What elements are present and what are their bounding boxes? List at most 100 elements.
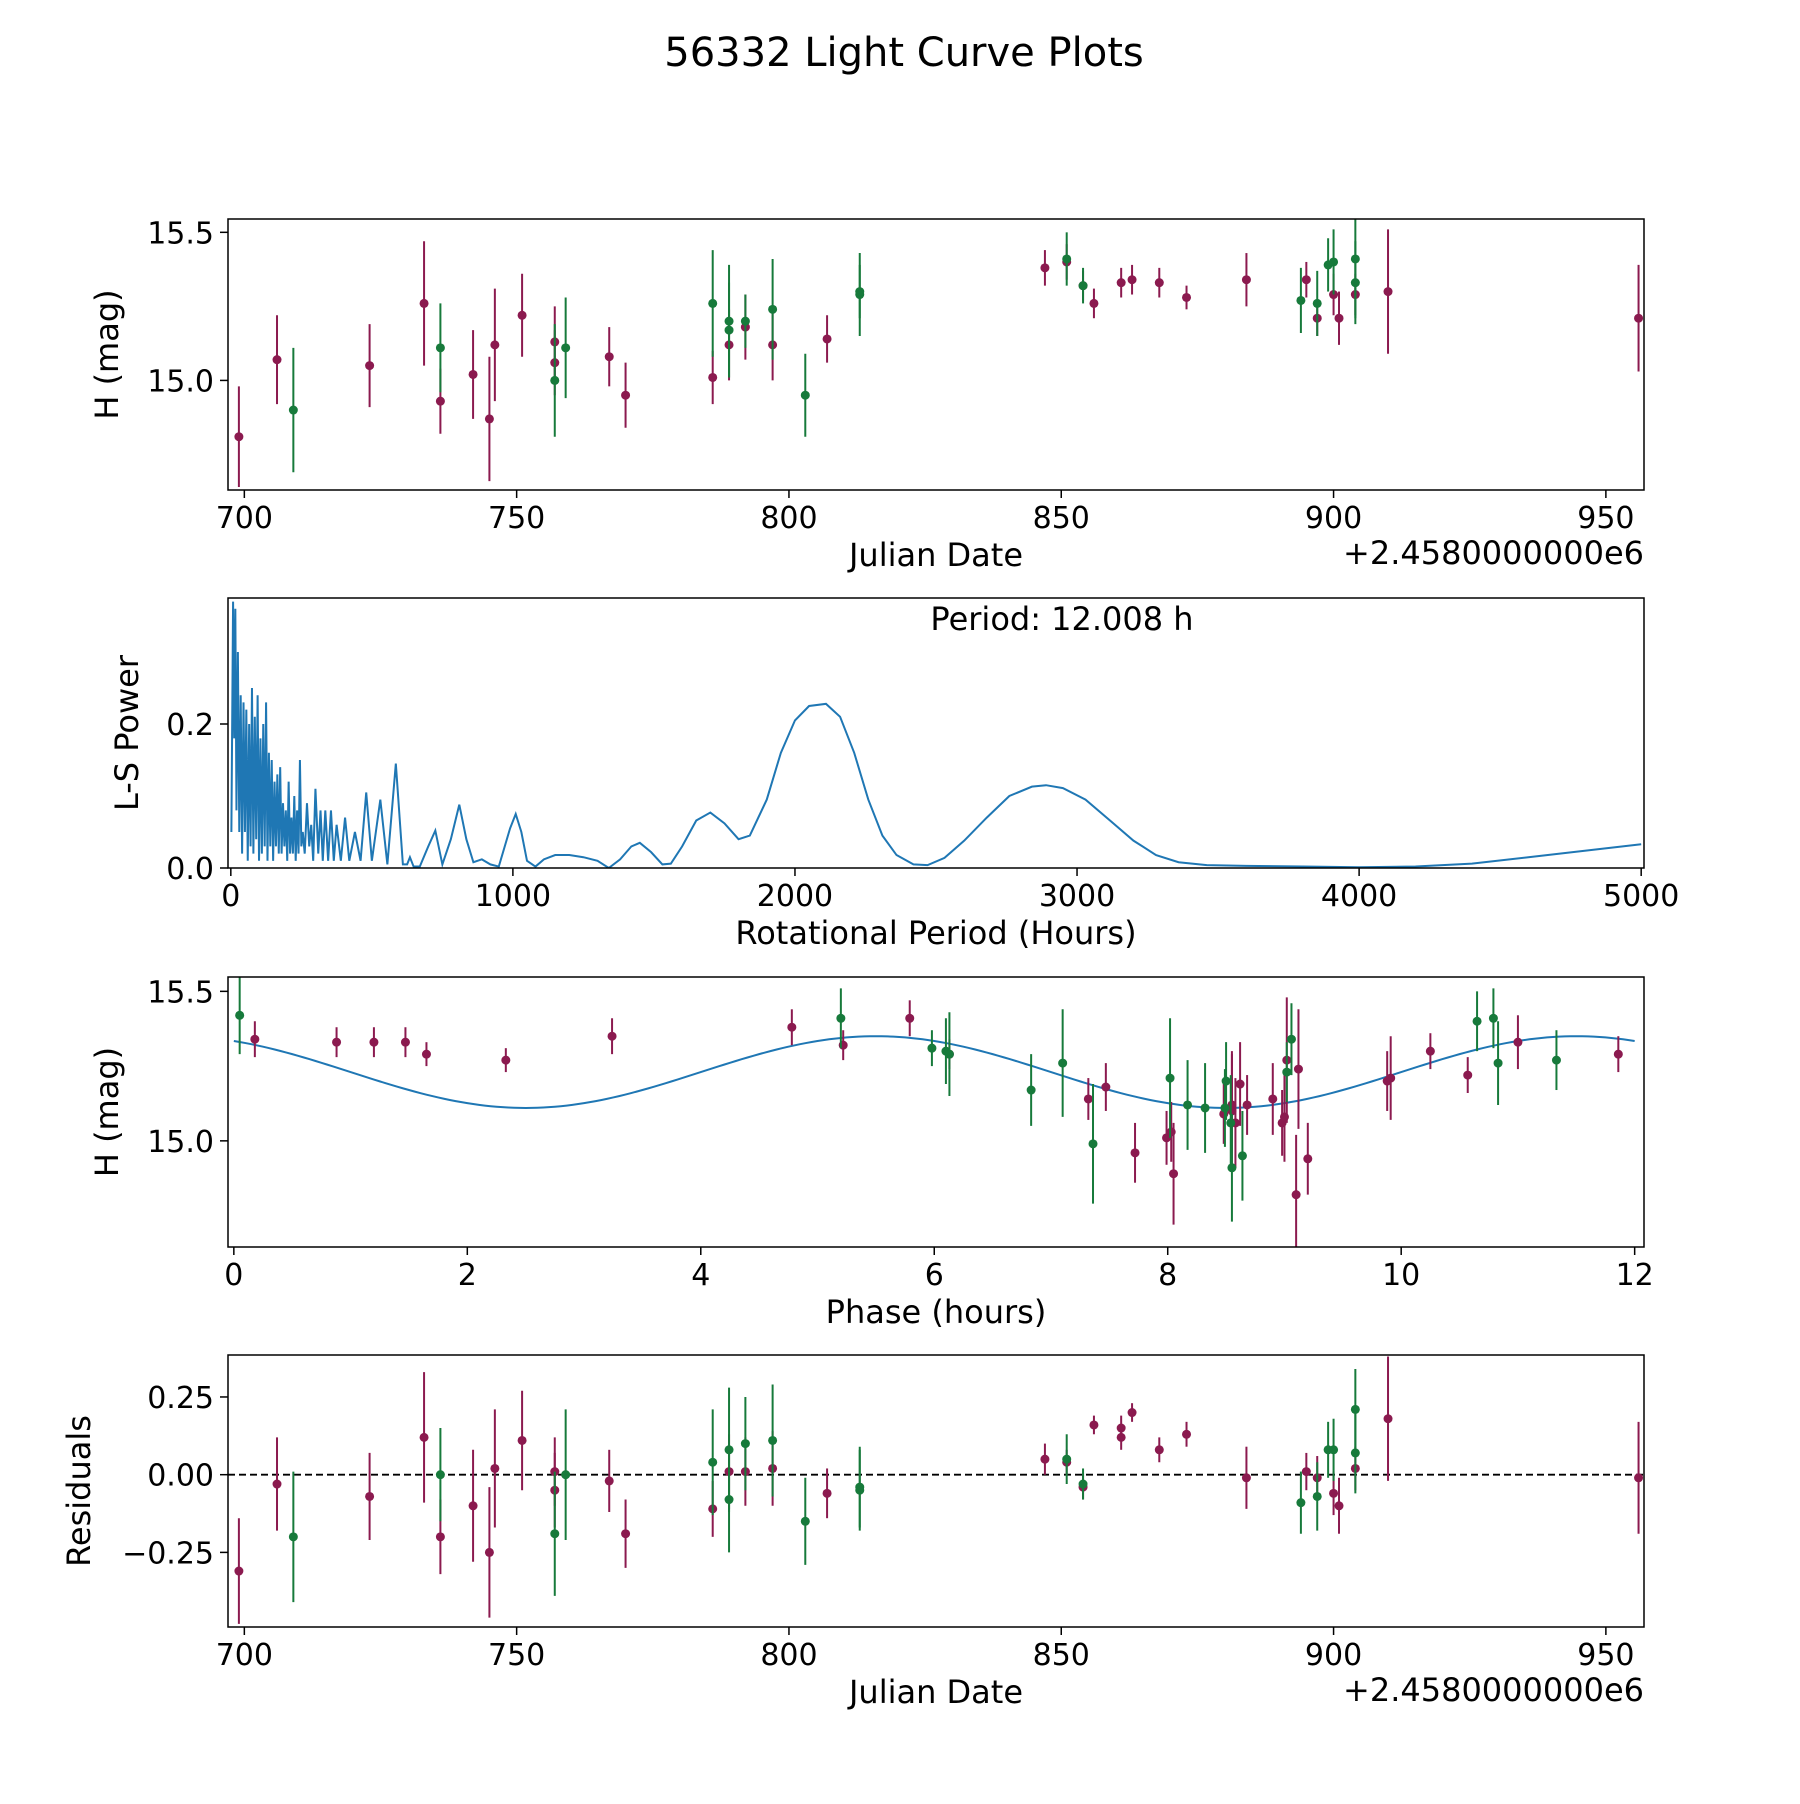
phased-point-green (1221, 1076, 1231, 1086)
phased-point-green (1220, 1103, 1230, 1113)
lightcurve-point-red (419, 298, 429, 308)
residuals-point-green (561, 1470, 571, 1480)
phased-point-red (905, 1013, 915, 1023)
lightcurve-point-green (561, 343, 571, 353)
lightcurve-point-red (822, 334, 832, 344)
lightcurve-point-green (708, 298, 718, 308)
lightcurve-point-red (490, 340, 500, 350)
phased-point-red (1463, 1070, 1473, 1080)
residuals-point-red (1127, 1408, 1137, 1418)
lightcurve-point-green (768, 304, 778, 314)
phased-point-red (1083, 1094, 1093, 1104)
lightcurve-offset-text: +2.4580000000e6 (1343, 534, 1644, 572)
residuals-xlabel: Julian Date (847, 1673, 1023, 1711)
lightcurve-point-red (1241, 275, 1251, 285)
lightcurve-frame (227, 218, 1645, 491)
phased-xtick-label: 2 (458, 1258, 477, 1293)
phased-point-red (400, 1037, 410, 1047)
lightcurve-point-red (234, 432, 244, 442)
residuals-ytick-label: 0.25 (147, 1381, 214, 1416)
lightcurve-point-red (435, 396, 445, 406)
lightcurve-ylabel: H (mag) (88, 289, 126, 419)
lightcurve-point-red (517, 310, 527, 320)
residuals-xtick-label: 700 (216, 1638, 273, 1673)
residuals-ytick-label: 0.00 (147, 1459, 214, 1494)
lightcurve-point-green (1350, 254, 1360, 264)
phased-point-red (421, 1049, 431, 1059)
periodogram-panel: 0 1000 2000 3000 4000 5000 0.0 0.2 Rotational Pe… (108, 597, 1679, 952)
lightcurve-point-red (604, 352, 614, 362)
phased-ylabel: H (mag) (88, 1047, 126, 1177)
periodogram-frame (227, 597, 1645, 869)
periodogram-xtick-label: 0 (221, 879, 240, 914)
phased-point-green (944, 1049, 954, 1059)
phased-xtick-label: 10 (1382, 1258, 1420, 1293)
phased-point-red (1425, 1046, 1435, 1056)
periodogram-annotation: Period: 12.008 h (930, 600, 1193, 638)
lightcurve-point-green (550, 375, 560, 385)
lightcurve-point-green (1312, 298, 1322, 308)
residuals-point-green (708, 1457, 718, 1467)
residuals-point-red (468, 1501, 478, 1511)
phased-point-green (1200, 1103, 1210, 1113)
lightcurve-point-red (365, 361, 375, 371)
phased-point-green (235, 1010, 245, 1020)
periodogram-ylabel: L-S Power (108, 654, 146, 811)
phased-point-red (250, 1034, 260, 1044)
lightcurve-point-red (1383, 287, 1393, 297)
phased-point-green (1165, 1073, 1175, 1083)
residuals-point-green (1312, 1491, 1322, 1501)
residuals-xtick-label: 750 (488, 1638, 545, 1673)
residuals-point-red (365, 1491, 375, 1501)
lightcurve-point-red (1182, 292, 1192, 302)
phased-point-red (787, 1022, 797, 1032)
lightcurve-point-green (800, 390, 810, 400)
phased-panel: 0 2 4 6 8 10 12 15.0 15.5 Phase (hours) H (mag) (88, 975, 1654, 1331)
phased-point-green (1237, 1151, 1247, 1161)
residuals-point-red (234, 1566, 244, 1576)
lightcurve-point-red (1334, 313, 1344, 323)
lightcurve-xtick-label: 850 (1033, 501, 1090, 536)
residuals-point-red (1241, 1473, 1251, 1483)
periodogram-ytick-label: 0.2 (166, 708, 214, 743)
phased-point-green (1286, 1034, 1296, 1044)
phased-point-red (1169, 1169, 1179, 1179)
phased-ytick-label: 15.0 (147, 1125, 214, 1160)
phased-point-green (1183, 1100, 1193, 1110)
phased-point-green (927, 1043, 937, 1053)
residuals-point-red (1182, 1429, 1192, 1439)
phased-point-red (1613, 1049, 1623, 1059)
lightcurve-point-green (724, 316, 734, 326)
lightcurve-point-green (1296, 295, 1306, 305)
phased-point-red (607, 1031, 617, 1041)
residuals-point-red (1329, 1488, 1339, 1498)
residuals-point-green (435, 1470, 445, 1480)
lightcurve-panel: 700 750 800 850 900 950 15.0 15.5 Julian Date H (… (88, 216, 1645, 574)
residuals-point-green (1062, 1454, 1072, 1464)
periodogram-xtick-label: 4000 (1321, 879, 1397, 914)
phased-point-red (1386, 1073, 1396, 1083)
periodogram-xtick-label: 1000 (475, 879, 551, 914)
phased-ytick-label: 15.5 (147, 975, 214, 1010)
lightcurve-point-red (1040, 263, 1050, 273)
phased-xtick-label: 4 (691, 1258, 710, 1293)
lightcurve-xtick-label: 800 (760, 501, 817, 536)
periodogram-ytick-label: 0.0 (166, 852, 214, 887)
lightcurve-xtick-label: 950 (1577, 501, 1634, 536)
lightcurve-point-green (435, 343, 445, 353)
lightcurve-xlabel: Julian Date (847, 536, 1023, 574)
residuals-point-green (1078, 1479, 1088, 1489)
phased-point-green (1282, 1067, 1292, 1077)
residuals-point-red (490, 1463, 500, 1473)
residuals-point-red (604, 1476, 614, 1486)
phased-point-red (1242, 1100, 1252, 1110)
lightcurve-point-green (288, 405, 298, 415)
lightcurve-point-green (1078, 281, 1088, 291)
lightcurve-point-red (468, 369, 478, 379)
residuals-point-green (288, 1532, 298, 1542)
phased-xtick-label: 12 (1616, 1258, 1654, 1293)
residuals-frame (227, 1354, 1645, 1628)
lightcurve-xtick-label: 900 (1305, 501, 1362, 536)
lightcurve-point-red (1301, 275, 1311, 285)
